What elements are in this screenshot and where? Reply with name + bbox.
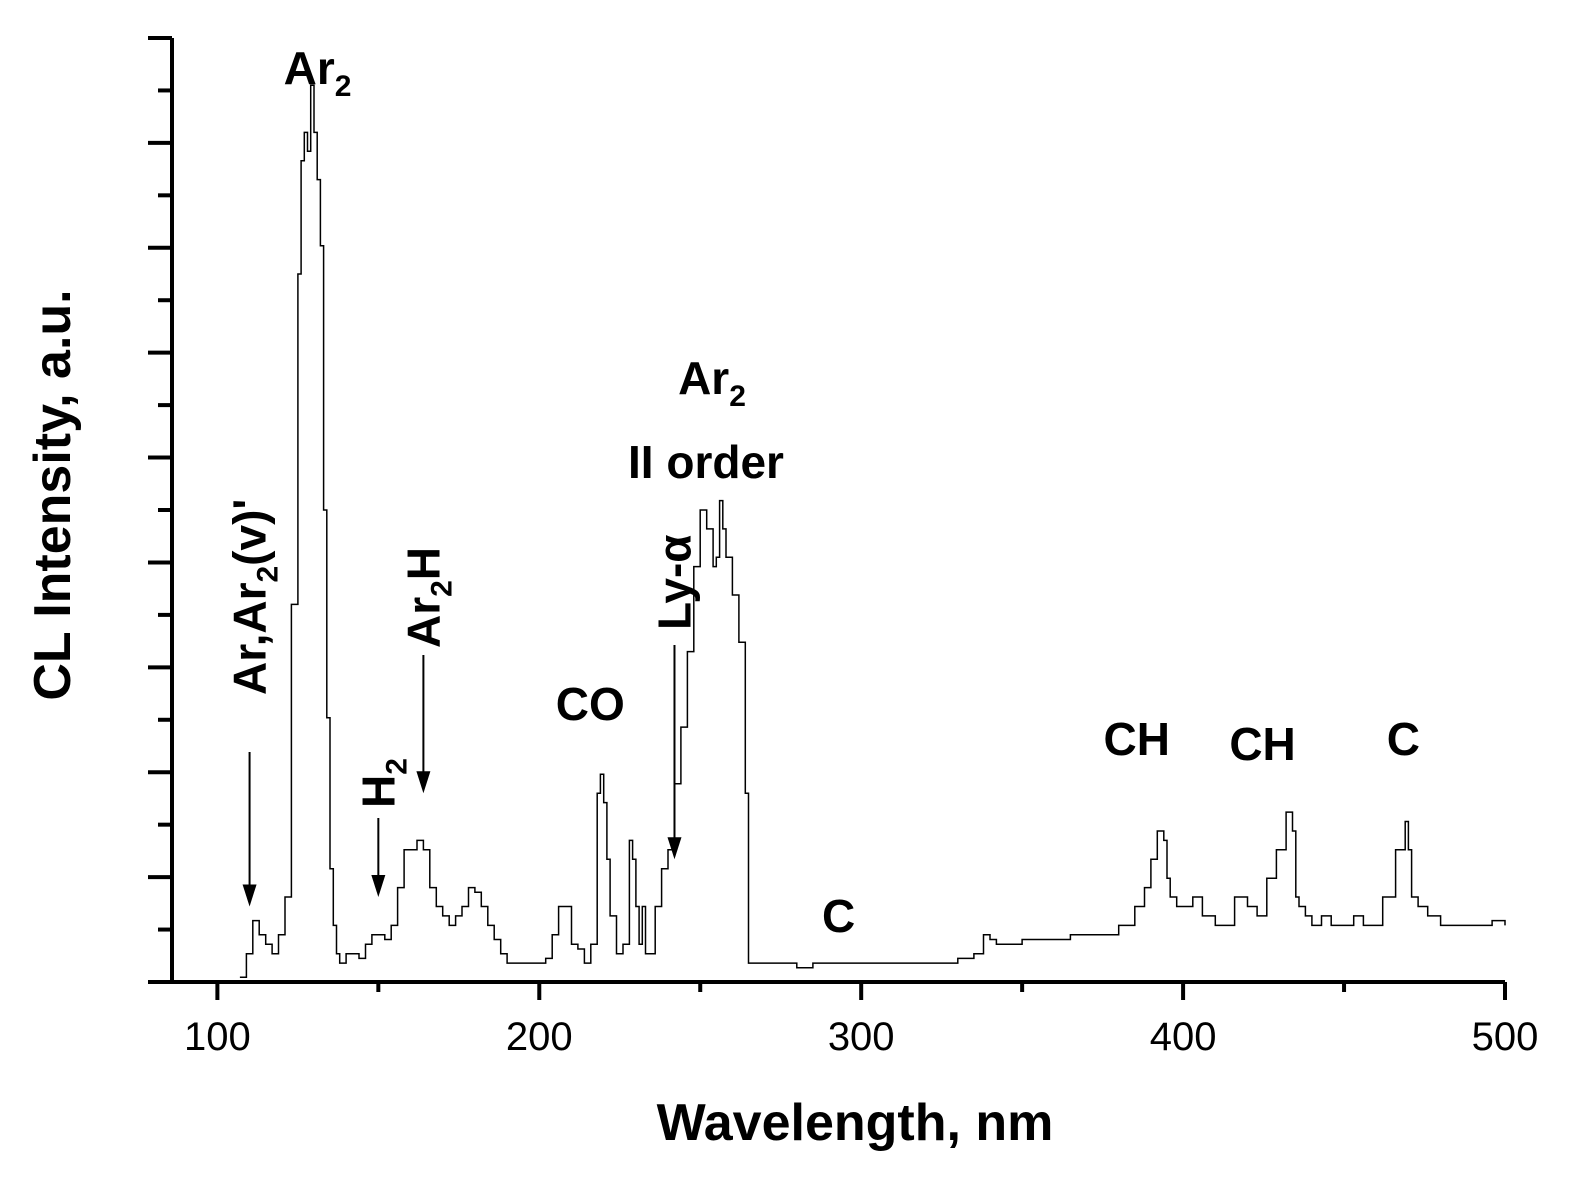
arrow-h2-head [371,875,386,898]
annotation-ar2-second-order: Ar2 [678,352,746,413]
axis-ticks [148,36,1507,1000]
annotation-h2: H2 [352,758,413,808]
x-tick-label: 400 [1150,1015,1217,1059]
annotation-ch-1: CH [1104,713,1170,765]
annotation-ar-ar2-v: Ar,Ar2(v)' [224,499,285,695]
x-tick-label: 500 [1472,1015,1539,1059]
x-axis-label: Wavelength, nm [657,1094,1054,1152]
arrow-ar2h-head [416,771,431,794]
x-tick-label: 200 [506,1015,573,1059]
arrow-ly-alpha-head [667,837,682,860]
annotation-second-order: II order [628,436,784,488]
x-tick-labels: 100 200 300 400 500 [184,1015,1538,1059]
annotation-c-1: C [822,890,855,942]
x-tick-label: 300 [828,1015,895,1059]
annotation-ar2-peak: Ar2 [284,42,352,103]
annotation-ly-alpha: Ly-α [648,534,700,630]
annotation-ch-2: CH [1229,718,1295,770]
axes [153,38,1505,984]
y-axis-label: CL Intensity, a.u. [24,289,82,700]
x-tick-label: 100 [184,1015,251,1059]
peak-annotations: Ar2 Ar,Ar2(v)' H2 Ar2H CO Ly-α Ar2 II order C CH C… [224,42,1420,942]
annotation-co: CO [556,678,625,730]
arrow-ar-ar2-v-head [242,884,257,907]
spectrum-series-line [239,84,1506,979]
annotation-ar2h: Ar2H [397,547,458,648]
annotation-c-2: C [1387,713,1420,765]
